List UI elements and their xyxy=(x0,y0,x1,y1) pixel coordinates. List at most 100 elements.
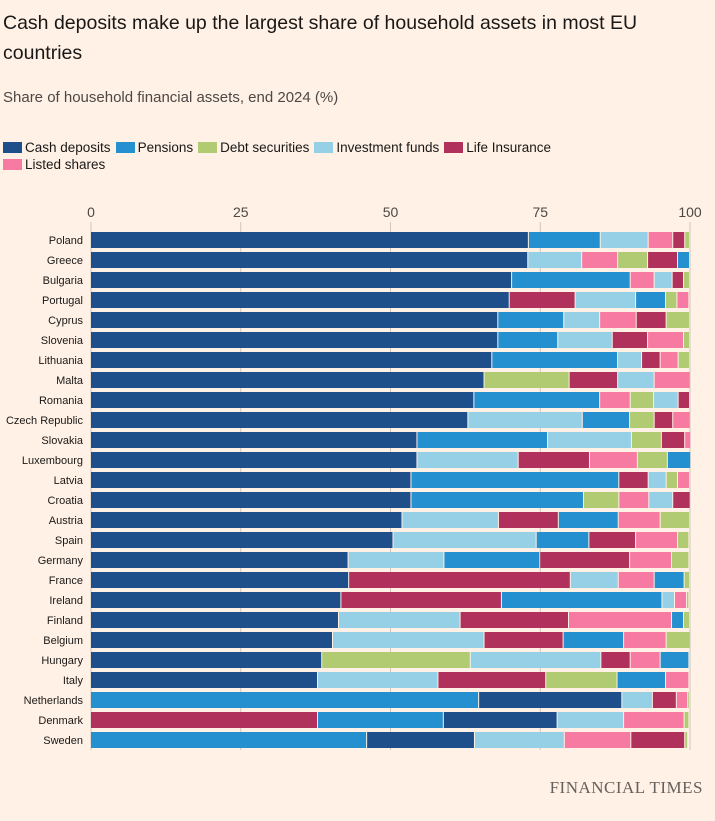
bar-segment-debt xyxy=(630,392,654,408)
bar-segment-listed xyxy=(675,592,687,608)
bar-segment-cash xyxy=(91,272,512,288)
bar-segment-life xyxy=(484,632,563,648)
bar-segment-pensions xyxy=(417,432,548,448)
bar-segment-pensions xyxy=(536,532,589,548)
bar-segment-life xyxy=(673,492,690,508)
bar-segment-pensions xyxy=(411,472,619,488)
bar-segment-debt xyxy=(687,592,689,608)
country-label: Bulgaria xyxy=(43,275,84,287)
bar-segment-pensions xyxy=(91,732,367,748)
bar-segment-listed xyxy=(630,272,654,288)
legend-item-listed: Listed shares xyxy=(3,156,105,173)
bar-segment-listed xyxy=(582,252,618,268)
bar-segment-pensions xyxy=(411,492,583,508)
bar-segment-pensions xyxy=(672,612,684,628)
bar-segment-cash xyxy=(91,412,468,428)
bar-segment-debt xyxy=(583,492,619,508)
chart-title: Cash deposits make up the largest share … xyxy=(3,12,638,64)
bar-segment-pensions xyxy=(91,692,479,708)
bar-segment-pensions xyxy=(492,352,618,368)
bar-segment-life xyxy=(678,392,689,408)
bar-segment-inv xyxy=(474,732,564,748)
bar-segment-listed xyxy=(569,612,672,628)
bar-segment-inv xyxy=(654,392,678,408)
bar-segment-life xyxy=(509,292,575,308)
bar-segment-life xyxy=(349,572,570,588)
bar-segment-life xyxy=(619,472,648,488)
bar-segment-pensions xyxy=(667,452,691,468)
bar-segment-inv xyxy=(417,452,518,468)
legend-label: Investment funds xyxy=(336,140,440,155)
country-label: Slovenia xyxy=(41,335,84,347)
legend-label: Listed shares xyxy=(25,157,106,172)
bar-segment-listed xyxy=(666,672,689,688)
bar-segment-debt xyxy=(322,652,470,668)
bar-segment-listed xyxy=(600,312,636,328)
bar-segment-inv xyxy=(393,532,536,548)
bar-segment-listed xyxy=(589,452,637,468)
bar-segment-inv xyxy=(468,412,582,428)
bar-segment-life xyxy=(589,532,636,548)
bar-segment-inv xyxy=(575,292,636,308)
bar-segment-inv xyxy=(570,572,618,588)
x-tick-label: 0 xyxy=(87,204,95,220)
bar-segment-inv xyxy=(528,252,582,268)
bar-segment-inv xyxy=(348,552,444,568)
legend-label: Life Insurance xyxy=(466,140,552,155)
x-tick-label: 75 xyxy=(532,204,548,220)
bar-segment-inv xyxy=(600,232,648,248)
bar-segment-listed xyxy=(648,332,684,348)
bar-segment-life xyxy=(498,512,558,528)
bar-segment-life xyxy=(569,372,618,388)
bar-segment-listed xyxy=(624,632,666,648)
bar-segment-cash xyxy=(91,612,338,628)
bar-segment-life xyxy=(612,332,648,348)
country-label: Latvia xyxy=(54,475,84,487)
bar-segment-inv xyxy=(332,632,484,648)
bar-segment-debt xyxy=(666,312,689,328)
bar-segment-listed xyxy=(636,532,678,548)
legend-swatch xyxy=(3,142,22,153)
bar-segment-debt xyxy=(666,472,678,488)
bar-segment-cash xyxy=(443,712,557,728)
country-label: Croatia xyxy=(48,495,84,507)
country-label: Netherlands xyxy=(24,695,84,707)
bar-segment-cash xyxy=(367,732,474,748)
bar-segment-cash xyxy=(91,552,348,568)
bar-segment-life xyxy=(601,652,630,668)
country-label: Spain xyxy=(55,535,83,547)
bar-segment-life xyxy=(540,552,630,568)
bar-segment-pensions xyxy=(498,332,558,348)
bar-segment-debt xyxy=(631,432,661,448)
country-label: Italy xyxy=(63,675,84,687)
country-label: Germany xyxy=(38,555,84,567)
bar-segment-cash xyxy=(91,352,492,368)
bar-segment-life xyxy=(636,312,666,328)
bar-segment-listed xyxy=(685,432,691,448)
bar-segment-listed xyxy=(619,492,649,508)
x-tick-label: 25 xyxy=(233,204,249,220)
country-label: Slovakia xyxy=(41,435,83,447)
bar-segment-debt xyxy=(546,672,617,688)
bar-segment-cash xyxy=(91,572,349,588)
bar-segment-debt xyxy=(660,512,689,528)
bar-segment-listed xyxy=(600,392,630,408)
bar-segment-pensions xyxy=(558,512,618,528)
legend-swatch xyxy=(3,159,22,170)
bar-segment-life xyxy=(652,692,676,708)
bar-segment-pensions xyxy=(660,652,689,668)
bar-segment-life xyxy=(91,712,318,728)
bar-segment-pensions xyxy=(498,312,564,328)
country-label: France xyxy=(49,575,83,587)
bar-segment-inv xyxy=(470,652,601,668)
bar-segment-listed xyxy=(673,412,690,428)
bar-segment-cash xyxy=(91,372,484,388)
bar-segment-debt xyxy=(684,572,689,588)
country-label: Sweden xyxy=(43,735,83,747)
bar-segment-debt xyxy=(678,532,689,548)
bar-segment-inv xyxy=(402,512,498,528)
bar-segment-debt xyxy=(666,632,690,648)
bar-segment-cash xyxy=(479,692,622,708)
bar-segment-cash xyxy=(91,472,411,488)
country-label: Denmark xyxy=(38,715,83,727)
